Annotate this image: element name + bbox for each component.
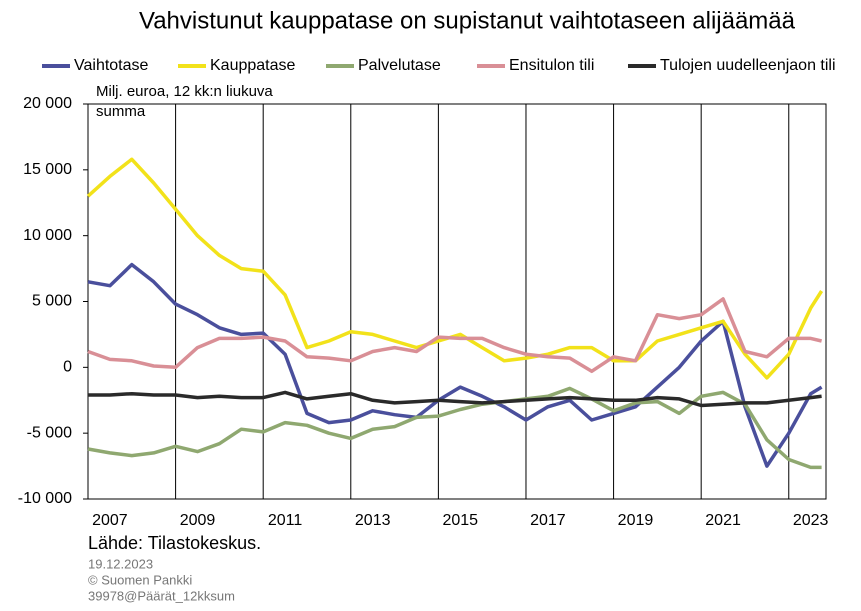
footer: 19.12.2023 [88,556,153,571]
series-line [87,386,822,470]
y-tick-label: 0 [63,359,72,376]
y-tick-label: -5 000 [27,424,72,441]
x-tick-label: 2015 [442,512,478,529]
x-tick-label: 2021 [705,512,741,529]
footer: 39978@Päärät_12kksum [88,588,235,603]
y-tick-label: 5 000 [32,293,72,310]
legend-label: Vaihtotase [74,57,149,74]
chart-title: Vahvistunut kauppatase on supistanut vai… [139,7,796,34]
y-tick-label: -10 000 [18,490,72,507]
series-line [88,390,822,408]
x-tick-label: 2019 [618,512,654,529]
series-line [87,262,823,468]
y-tick-label: 10 000 [23,227,72,244]
source: Lähde: Tilastokeskus. [88,533,261,553]
y-tick-label: 15 000 [23,161,72,178]
x-tick-label: 2011 [268,512,303,529]
annotation: Milj. euroa, 12 kk:n liukuva [96,83,273,100]
x-tick-label: 2017 [530,512,566,529]
x-tick-label: 2009 [180,512,216,529]
x-tick-label: 2013 [355,512,391,529]
legend-label: Tulojen uudelleenjaon tili [660,57,836,74]
y-tick-label: 20 000 [23,95,72,112]
legend-label: Kauppatase [210,57,296,74]
x-tick-label: 2007 [92,512,128,529]
plot-frame [87,103,827,500]
x-tick-label: 2023 [793,512,829,529]
footer: © Suomen Pankki [88,572,192,587]
series-line [87,297,823,374]
legend-label: Palvelutase [358,57,441,74]
annotation: summa [96,103,146,120]
series-line [86,157,824,380]
legend-label: Ensitulon tili [509,57,594,74]
